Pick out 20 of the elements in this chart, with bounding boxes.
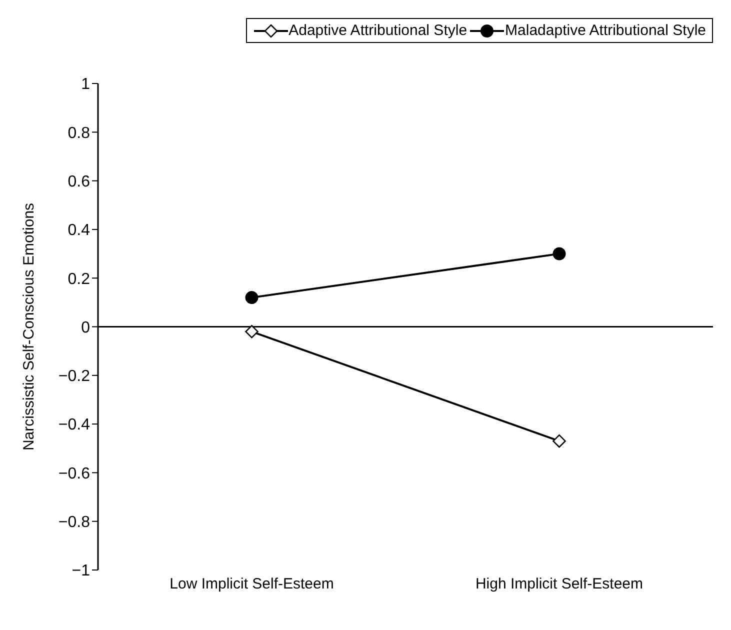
point	[245, 324, 258, 338]
x-tick-label: Low Implicit Self-Esteem	[170, 576, 334, 593]
y-tick-label: 0.4	[68, 222, 90, 240]
y-tick-label: 0.2	[68, 270, 90, 288]
y-tick-label: −1	[72, 562, 90, 580]
y-tick-label: −0.8	[58, 514, 90, 532]
y-tick-label: 0	[81, 319, 90, 336]
y-tick-label: −0.6	[58, 465, 90, 482]
y-axis-title: Narcissistic Self-Conscious Emotions	[20, 202, 38, 451]
legend-label: Adaptive Attributional Style	[288, 22, 468, 39]
point	[552, 247, 566, 260]
point	[552, 434, 566, 448]
point	[245, 291, 258, 304]
y-tick-label: 1	[81, 76, 90, 94]
x-tick-label: High Implicit Self-Esteem	[475, 576, 644, 593]
legend-label: Maladaptive Attributional Style	[505, 22, 706, 39]
y-tick-label: 0.6	[68, 173, 90, 190]
y-tick-label: −0.2	[58, 368, 90, 386]
y-tick-label: −0.4	[58, 416, 90, 434]
y-tick-label: 0.8	[68, 124, 90, 142]
